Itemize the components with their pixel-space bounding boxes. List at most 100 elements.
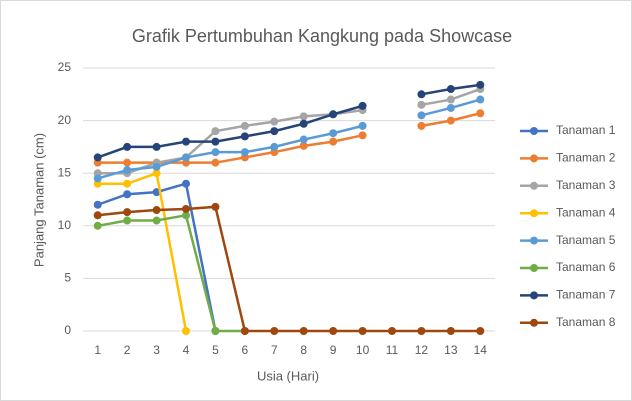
data-point: [211, 202, 220, 211]
data-point: [299, 135, 308, 144]
legend-marker: [530, 181, 538, 190]
legend-label: Tanaman 8: [556, 315, 616, 329]
y-tick-label: 15: [58, 165, 72, 179]
data-point: [93, 200, 102, 209]
data-point: [123, 190, 132, 199]
y-tick-label: 5: [64, 271, 71, 285]
legend-label: Tanaman 4: [556, 205, 616, 219]
data-point: [417, 100, 426, 109]
data-point: [358, 101, 367, 110]
data-point: [211, 327, 220, 335]
data-point: [182, 204, 190, 213]
series-line: [97, 213, 245, 333]
legend-label: Tanaman 3: [556, 178, 616, 192]
data-point: [476, 80, 485, 89]
data-point: [93, 174, 102, 183]
data-point: [152, 216, 161, 225]
x-tick-label: 6: [242, 343, 249, 357]
data-point: [211, 137, 220, 146]
data-point: [299, 141, 308, 150]
data-point: [123, 208, 132, 217]
data-point: [476, 109, 485, 118]
legend-label: Tanaman 6: [556, 260, 616, 274]
data-point: [329, 110, 338, 119]
data-point: [417, 90, 426, 99]
chart-title: Grafik Pertumbuhan Kangkung pada Showcas…: [132, 26, 512, 46]
data-point: [152, 142, 161, 151]
x-tick-label: 14: [474, 343, 488, 357]
data-point: [388, 327, 396, 335]
data-point: [211, 148, 220, 157]
x-tick-label: 4: [183, 343, 190, 357]
data-point: [299, 119, 308, 128]
data-point: [240, 132, 249, 141]
legend-marker: [530, 127, 538, 135]
legend-label: Tanaman 7: [556, 288, 616, 302]
legend-marker: [530, 318, 538, 327]
legend-marker: [530, 154, 538, 163]
legend-marker: [530, 264, 538, 272]
data-point: [329, 129, 338, 138]
data-point: [417, 327, 426, 335]
data-point: [329, 137, 338, 146]
data-point: [182, 211, 190, 220]
data-point: [152, 206, 161, 215]
data-point: [123, 216, 132, 225]
x-axis-label: Usia (Hari): [257, 368, 319, 383]
x-tick-label: 8: [300, 343, 307, 357]
legend-marker: [530, 236, 538, 245]
data-point: [240, 327, 249, 335]
data-point: [182, 179, 190, 188]
x-tick-label: 12: [415, 343, 429, 357]
data-point: [123, 158, 132, 167]
data-point: [182, 327, 190, 335]
x-tick-label: 13: [444, 343, 458, 357]
data-point: [93, 211, 102, 220]
series-line: [97, 205, 481, 333]
data-point: [446, 103, 455, 112]
y-tick-label: 10: [58, 218, 72, 232]
data-point: [182, 153, 190, 162]
data-point: [93, 153, 102, 162]
data-point: [446, 95, 455, 104]
data-point: [211, 158, 220, 167]
y-tick-label: 20: [58, 113, 72, 127]
legend-marker: [530, 209, 538, 218]
legend-label: Tanaman 1: [556, 123, 616, 137]
legend-label: Tanaman 2: [556, 151, 616, 165]
legend-label: Tanaman 5: [556, 233, 616, 247]
x-tick-label: 11: [386, 343, 399, 357]
data-point: [299, 327, 308, 335]
legend-marker: [530, 291, 538, 300]
x-tick-label: 7: [271, 343, 278, 357]
data-point: [446, 327, 455, 335]
data-point: [123, 166, 132, 175]
y-axis-label: Panjang Tanaman (cm): [31, 133, 46, 267]
data-point: [417, 111, 426, 120]
data-point: [476, 95, 485, 104]
data-point: [476, 327, 485, 335]
y-tick-label: 25: [58, 60, 72, 74]
data-point: [417, 121, 426, 130]
data-point: [270, 117, 279, 126]
series-line: [97, 171, 188, 332]
data-point: [299, 112, 308, 121]
x-tick-label: 2: [124, 343, 131, 357]
data-point: [182, 137, 190, 146]
x-tick-label: 5: [212, 343, 219, 357]
data-point: [152, 162, 161, 171]
data-point: [152, 169, 161, 178]
y-tick-label: 0: [64, 323, 71, 337]
data-point: [240, 121, 249, 130]
data-point: [93, 221, 102, 230]
data-point: [123, 179, 132, 188]
data-point: [240, 148, 249, 157]
data-point: [270, 127, 279, 136]
x-tick-label: 1: [94, 343, 101, 357]
data-point: [358, 327, 367, 335]
x-tick-label: 10: [356, 343, 370, 357]
x-tick-label: 9: [330, 343, 337, 357]
data-point: [329, 327, 338, 335]
